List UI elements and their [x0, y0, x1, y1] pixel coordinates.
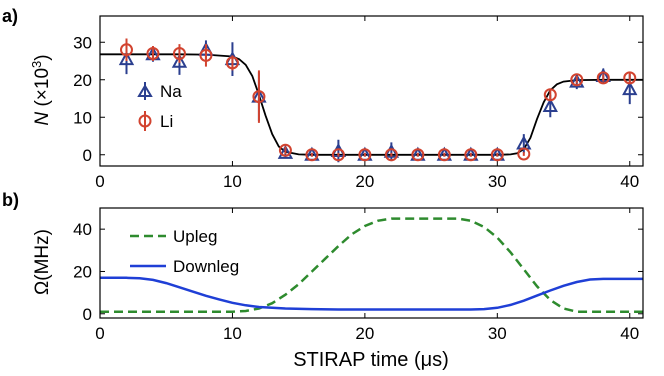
li-point: [172, 47, 186, 60]
panel-b-xtick-label: 0: [95, 324, 104, 343]
panel-a-label: a): [2, 6, 18, 26]
na-point: [569, 73, 585, 88]
panel-a-ylabel-close: ): [32, 54, 53, 60]
panel-a-legend: Na Li: [137, 82, 182, 131]
panel-a-ytick-label: 10: [73, 108, 92, 127]
panel-b: b) Ω(MHz) 0 10 20 30 40 0 20 40 Upleg Downleg S…: [2, 190, 644, 371]
panel-b-xtick-label: 20: [355, 324, 374, 343]
legend-downleg: Downleg: [130, 257, 239, 276]
panel-a-ylabel: N (×103): [29, 54, 53, 125]
panel-a-ytick-label: 30: [73, 33, 92, 52]
li-point: [623, 71, 637, 85]
panel-a-frame: [99, 15, 644, 167]
panel-b-xtick-label: 30: [488, 324, 507, 343]
na-point: [542, 97, 558, 112]
li-point: [199, 48, 213, 62]
panel-a-ylabel-unit: (×10: [32, 68, 53, 112]
li-point: [305, 148, 319, 162]
upleg-line: [100, 217, 643, 313]
legend-downleg-label: Downleg: [173, 257, 239, 276]
li-point: [596, 71, 610, 85]
li-point: [252, 90, 266, 104]
li-point: [119, 43, 133, 57]
panel-b-plot-area: 0 10 20 30 40 0 20 40: [73, 208, 643, 343]
li-point: [543, 88, 557, 102]
panel-a-ylabel-symbol: N: [32, 112, 53, 126]
li-point: [464, 148, 478, 162]
panel-b-frame: [99, 207, 644, 319]
panel-b-ytick-label: 40: [73, 220, 92, 239]
panel-b-xtick-label: 10: [223, 324, 242, 343]
panel-b-label: b): [2, 190, 19, 210]
legend-upleg: Upleg: [130, 227, 217, 246]
li-point: [331, 148, 345, 162]
panel-a-xtick-label: 20: [355, 172, 374, 191]
li-point: [411, 148, 425, 162]
li-point: [384, 148, 398, 162]
panel-b-legend: Upleg Downleg: [130, 227, 239, 276]
panel-a-ylabel-exponent: 3: [29, 61, 44, 68]
li-point: [225, 56, 239, 70]
na-point: [118, 51, 135, 66]
panel-b-ylabel: Ω(MHz): [32, 229, 53, 295]
panel-b-ytick-label: 0: [83, 305, 92, 324]
panel-a-plot-area: 0 10 20 30 40 0 10 20 30: [73, 16, 643, 191]
li-point: [358, 148, 372, 162]
na-point: [622, 81, 638, 96]
panel-a-xtick-label: 0: [95, 172, 104, 191]
li-point: [146, 47, 160, 60]
li-point: [437, 148, 451, 162]
panel-a-xtick-label: 30: [488, 172, 507, 191]
legend-li-label: Li: [160, 112, 173, 131]
li-point: [517, 147, 531, 161]
legend-na-label: Na: [160, 82, 182, 101]
panel-a-ytick-label: 0: [83, 146, 92, 165]
panel-b-ytick-label: 20: [73, 262, 92, 281]
li-point: [570, 73, 584, 87]
na-point: [277, 144, 294, 159]
legend-upleg-label: Upleg: [173, 227, 217, 246]
li-point: [278, 143, 292, 157]
legend-na: Na: [137, 82, 182, 101]
panel-a-xtick-label: 10: [223, 172, 242, 191]
panel-a-xtick-label: 40: [620, 172, 639, 191]
na-point: [171, 53, 188, 68]
panel-b-xlabel: STIRAP time (μs): [293, 349, 449, 371]
legend-li: Li: [138, 111, 173, 131]
panel-a: a) N (×103) 0 10 20 30 40 0 10 20 30 Na Li: [2, 6, 644, 191]
panel-b-xtick-label: 40: [620, 324, 639, 343]
downleg-line: [100, 276, 643, 311]
panel-a-ytick-label: 20: [73, 71, 92, 90]
fit-curve: [100, 53, 643, 156]
li-point: [490, 148, 504, 162]
